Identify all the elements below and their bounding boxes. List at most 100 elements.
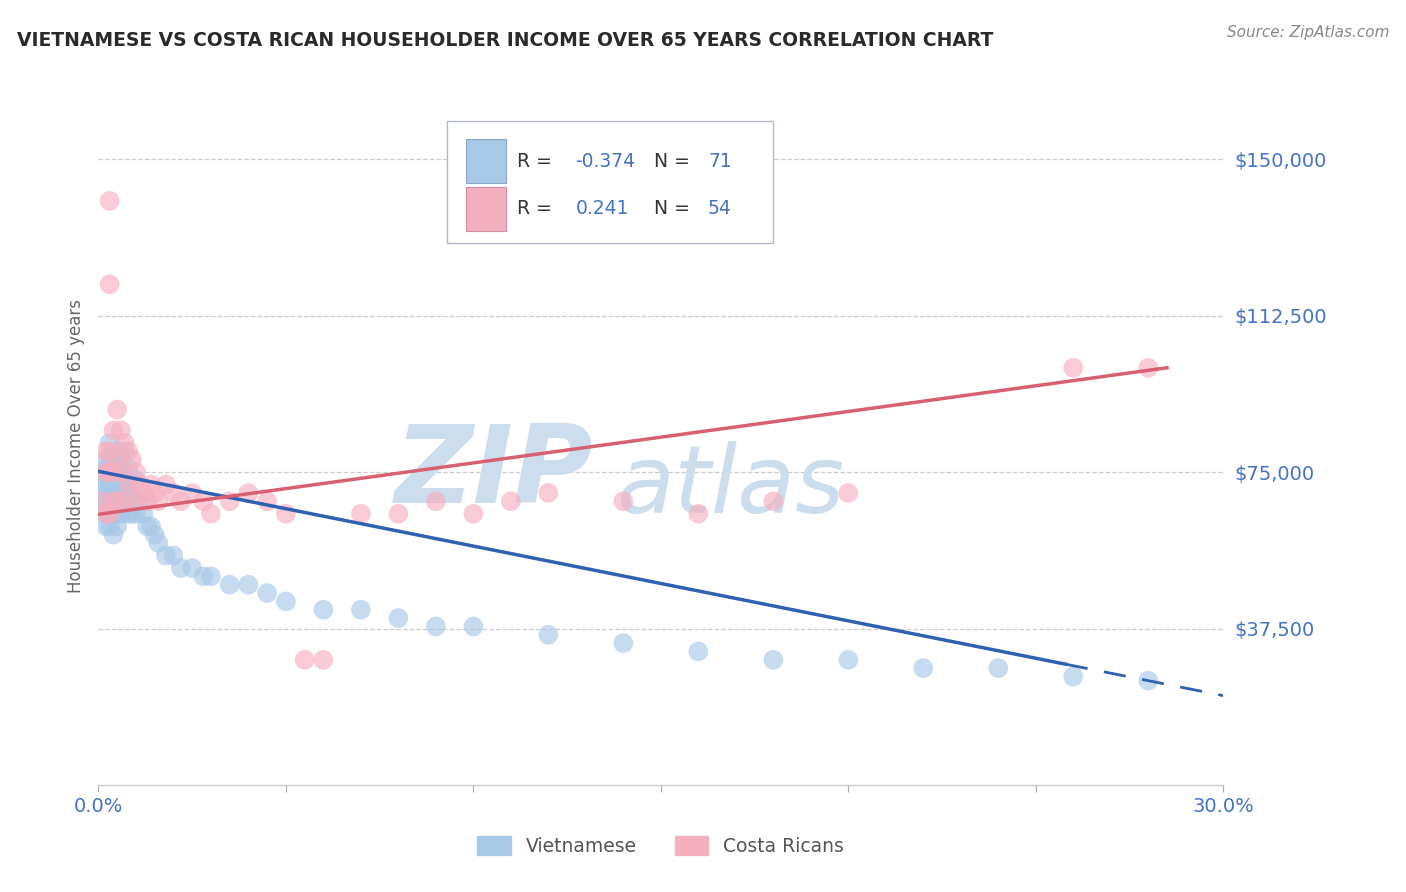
Point: [1137, 673, 1160, 688]
Point: [200, 507, 222, 521]
Point: [350, 507, 373, 521]
Point: [1062, 669, 1084, 683]
Point: [350, 603, 373, 617]
Point: [256, 494, 278, 508]
Point: [193, 569, 215, 583]
Point: [837, 486, 859, 500]
Point: [103, 494, 125, 508]
Text: -0.374: -0.374: [575, 152, 636, 170]
Point: [312, 603, 335, 617]
Point: [103, 527, 125, 541]
Point: [425, 494, 447, 508]
Point: [139, 519, 162, 533]
Point: [148, 494, 170, 508]
Point: [94, 452, 117, 467]
Point: [762, 653, 785, 667]
Point: [170, 561, 193, 575]
Point: [987, 661, 1010, 675]
FancyBboxPatch shape: [467, 186, 506, 231]
Point: [98, 194, 121, 208]
Point: [103, 465, 125, 479]
Point: [537, 486, 560, 500]
Point: [132, 507, 155, 521]
Legend: Vietnamese, Costa Ricans: Vietnamese, Costa Ricans: [470, 829, 852, 863]
Point: [155, 549, 177, 563]
Point: [117, 507, 139, 521]
Text: R =: R =: [517, 152, 558, 170]
Point: [1062, 360, 1084, 375]
Point: [117, 444, 139, 458]
Point: [114, 494, 136, 508]
Point: [98, 452, 121, 467]
Point: [463, 619, 485, 633]
Text: R =: R =: [517, 199, 558, 219]
FancyBboxPatch shape: [467, 139, 506, 184]
Point: [136, 519, 159, 533]
Point: [114, 435, 136, 450]
Point: [94, 444, 117, 458]
Point: [200, 569, 222, 583]
Point: [218, 578, 240, 592]
Point: [537, 628, 560, 642]
Point: [181, 561, 204, 575]
Point: [105, 494, 128, 508]
Point: [103, 507, 125, 521]
Point: [91, 494, 114, 508]
Point: [105, 452, 128, 467]
Point: [612, 494, 634, 508]
Point: [91, 465, 114, 479]
Point: [125, 474, 148, 488]
Point: [110, 423, 132, 437]
Point: [193, 494, 215, 508]
Text: 0.241: 0.241: [575, 199, 628, 219]
Point: [98, 507, 121, 521]
Point: [387, 507, 409, 521]
Point: [256, 586, 278, 600]
Point: [238, 486, 260, 500]
Point: [105, 465, 128, 479]
Point: [91, 494, 114, 508]
Point: [312, 653, 335, 667]
Point: [162, 549, 184, 563]
Point: [121, 452, 143, 467]
Point: [103, 486, 125, 500]
Point: [103, 423, 125, 437]
Point: [94, 465, 117, 479]
Point: [105, 507, 128, 521]
Point: [105, 444, 128, 458]
Text: 71: 71: [709, 152, 731, 170]
Point: [128, 477, 150, 491]
Point: [294, 653, 316, 667]
Point: [110, 452, 132, 467]
Point: [117, 477, 139, 491]
Point: [499, 494, 522, 508]
Point: [114, 469, 136, 483]
Point: [98, 477, 121, 491]
Point: [98, 277, 121, 292]
Point: [98, 435, 121, 450]
Point: [837, 653, 859, 667]
Point: [105, 402, 128, 417]
Point: [155, 477, 177, 491]
Point: [117, 461, 139, 475]
Point: [128, 494, 150, 508]
Point: [114, 494, 136, 508]
Text: atlas: atlas: [616, 442, 844, 533]
Point: [98, 519, 121, 533]
Text: N =: N =: [654, 152, 696, 170]
Point: [136, 494, 159, 508]
Point: [110, 465, 132, 479]
Point: [121, 507, 143, 521]
Point: [105, 519, 128, 533]
Point: [688, 644, 710, 658]
Point: [91, 477, 114, 491]
Point: [162, 486, 184, 500]
Text: 54: 54: [709, 199, 733, 219]
Point: [148, 536, 170, 550]
Point: [110, 486, 132, 500]
Point: [94, 477, 117, 491]
Point: [425, 619, 447, 633]
Point: [762, 494, 785, 508]
Point: [98, 444, 121, 458]
Point: [103, 452, 125, 467]
